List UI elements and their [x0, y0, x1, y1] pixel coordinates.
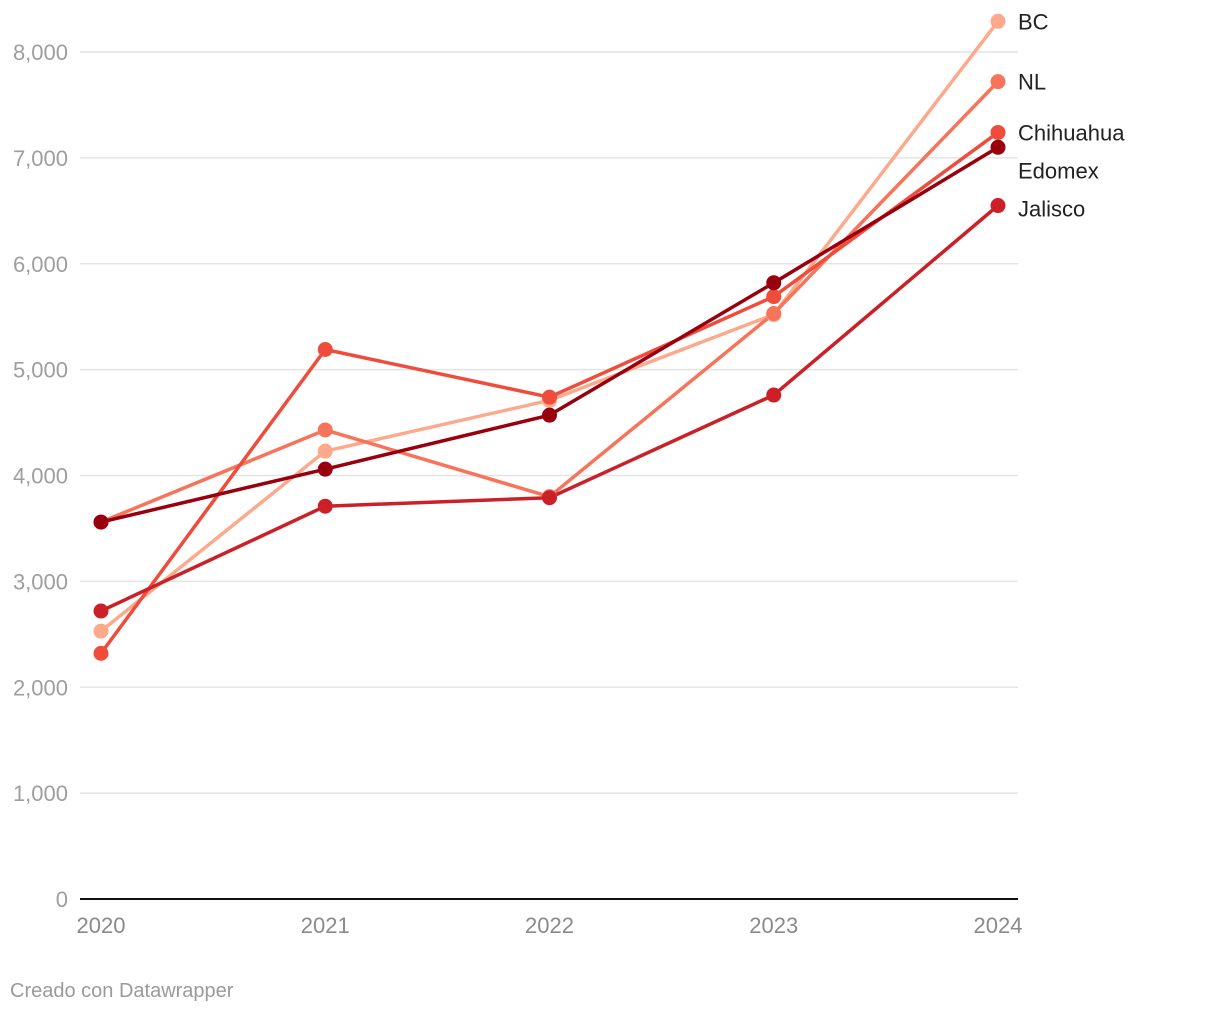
- y-tick-label: 6,000: [13, 252, 68, 277]
- data-point-edomex: [93, 514, 109, 530]
- series-line-bc: [99, 19, 1000, 633]
- data-point-jalisco: [766, 387, 782, 403]
- y-tick-label: 4,000: [13, 464, 68, 489]
- data-point-nl: [990, 74, 1006, 90]
- data-point-chihuahua: [766, 289, 782, 305]
- data-point-jalisco: [317, 498, 333, 514]
- y-tick-label: 5,000: [13, 358, 68, 383]
- data-point-bc: [93, 623, 109, 639]
- data-point-bc: [990, 13, 1006, 29]
- series-label-edomex: Edomex: [1018, 158, 1099, 183]
- data-point-edomex: [990, 139, 1006, 155]
- data-point-nl: [317, 422, 333, 438]
- series-lines: [93, 13, 1006, 661]
- x-tick-label: 2022: [525, 913, 574, 938]
- x-tick-label: 2023: [749, 913, 798, 938]
- series-label-jalisco: Jalisco: [1018, 196, 1085, 221]
- x-tick-label: 2024: [974, 913, 1023, 938]
- y-tick-label: 8,000: [13, 40, 68, 65]
- series-label-nl: NL: [1018, 70, 1046, 95]
- series-labels: BC NL Chihuahua Edomex Jalisco: [1018, 9, 1125, 221]
- data-point-jalisco: [542, 490, 557, 506]
- gridlines: [80, 51, 1018, 794]
- data-point-edomex: [766, 275, 782, 291]
- data-point-chihuahua: [317, 342, 333, 358]
- y-tick-label: 7,000: [13, 146, 68, 171]
- data-point-edomex: [542, 407, 557, 423]
- y-tick-label: 1,000: [13, 781, 68, 806]
- data-point-chihuahua: [93, 645, 109, 661]
- x-tick-label: 2020: [77, 913, 126, 938]
- data-point-jalisco: [93, 603, 109, 619]
- credit-text: Creado con Datawrapper: [10, 980, 234, 1002]
- series-label-chihuahua: Chihuahua: [1018, 120, 1125, 145]
- y-tick-label: 2,000: [13, 675, 68, 700]
- data-point-edomex: [317, 461, 333, 477]
- data-point-chihuahua: [990, 124, 1006, 140]
- data-point-chihuahua: [542, 389, 557, 405]
- data-point-bc: [317, 443, 333, 459]
- y-tick-label: 3,000: [13, 569, 68, 594]
- data-point-nl: [766, 306, 782, 322]
- series-label-bc: BC: [1018, 9, 1049, 34]
- data-point-jalisco: [990, 198, 1006, 214]
- series-line-nl: [99, 79, 1000, 524]
- y-axis-ticks: 0 1,000 2,000 3,000 4,000 5,000 6,000 7,000 8,00…: [13, 40, 68, 912]
- x-axis-ticks: 2020 2021 2022 2023 2024: [77, 913, 1023, 938]
- y-tick-label: 0: [56, 887, 68, 912]
- x-tick-label: 2021: [301, 913, 350, 938]
